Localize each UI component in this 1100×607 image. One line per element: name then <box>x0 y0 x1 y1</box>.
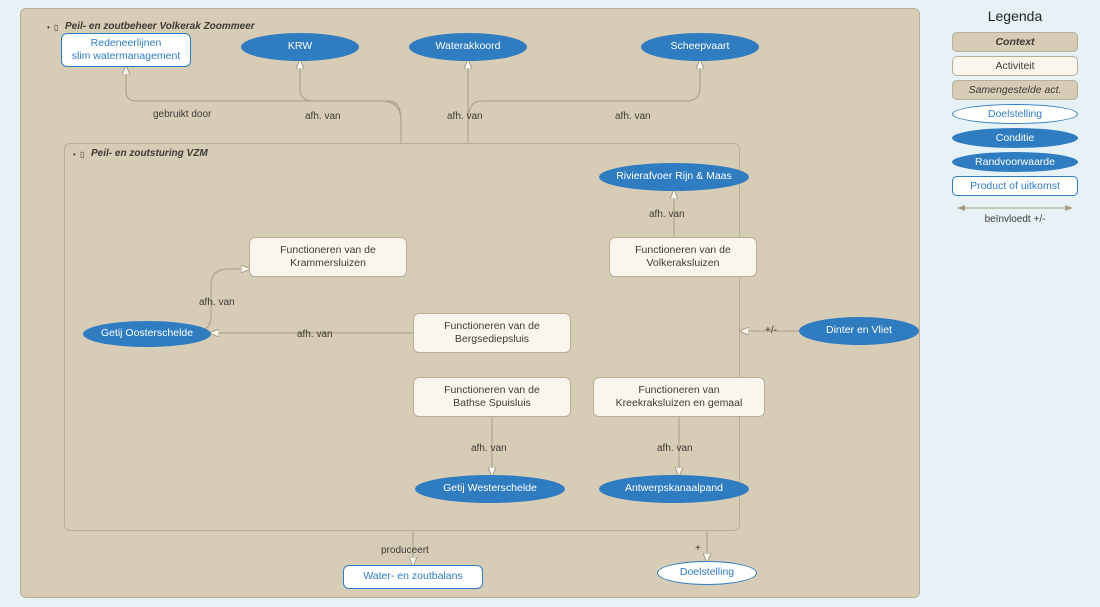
legend: Legenda Context Activiteit Samengestelde… <box>940 8 1090 225</box>
legend-item-activity: Activiteit <box>952 56 1078 76</box>
node-getij_west[interactable]: Getij Westerschelde <box>415 475 565 503</box>
node-waterzout[interactable]: Water- en zoutbalans <box>343 565 483 589</box>
node-reden[interactable]: Redeneerlijnenslim watermanagement <box>61 33 191 67</box>
node-rivier[interactable]: Rivierafvoer Rijn & Maas <box>599 163 749 191</box>
edge-label: afh. van <box>199 297 235 308</box>
edge-label: +/- <box>765 325 777 336</box>
edge-label: afh. van <box>657 443 693 454</box>
node-func_berg[interactable]: Functioneren van deBergsediepsluis <box>413 313 571 353</box>
edge-label: afh. van <box>649 209 685 220</box>
node-waterak[interactable]: Waterakkoord <box>409 33 527 61</box>
node-func_bath[interactable]: Functioneren van deBathse Spuisluis <box>413 377 571 417</box>
node-antwerps[interactable]: Antwerpskanaalpand <box>599 475 749 503</box>
node-func_volk[interactable]: Functioneren van deVolkeraksluizen <box>609 237 757 277</box>
legend-item-constraint: Randvoorwaarde <box>952 152 1078 172</box>
node-func_kreek[interactable]: Functioneren vanKreekraksluizen en gemaa… <box>593 377 765 417</box>
legend-item-context: Context <box>952 32 1078 52</box>
node-doelst[interactable]: Doelstelling <box>657 561 757 585</box>
legend-item-compound: Samengestelde act. <box>952 80 1078 100</box>
inner-panel-title: Peil- en zoutsturing VZM <box>91 148 208 159</box>
legend-item-product: Product of uitkomst <box>952 176 1078 196</box>
node-scheep[interactable]: Scheepvaart <box>641 33 759 61</box>
edge-label: afh. van <box>615 111 651 122</box>
node-getij_oost[interactable]: Getij Oosterschelde <box>83 321 211 347</box>
legend-arrow-label: beïnvloedt +/- <box>940 214 1090 225</box>
legend-item-goal: Doelstelling <box>952 104 1078 124</box>
edge-label: afh. van <box>305 111 341 122</box>
legend-title: Legenda <box>940 8 1090 24</box>
edge-label: + <box>695 543 701 554</box>
legend-arrow-row: beïnvloedt +/- <box>940 202 1090 225</box>
node-func_kram[interactable]: Functioneren van deKrammersluizen <box>249 237 407 277</box>
edge-label: gebruikt door <box>153 109 211 120</box>
node-krw[interactable]: KRW <box>241 33 359 61</box>
outer-panel-title: Peil- en zoutbeheer Volkerak Zoommeer <box>65 21 255 32</box>
legend-item-condition: Conditie <box>952 128 1078 148</box>
panel-collapse-icon[interactable]: • ▯ <box>47 23 59 32</box>
outer-panel: • ▯ Peil- en zoutbeheer Volkerak Zoommee… <box>20 8 920 598</box>
edge-label: afh. van <box>447 111 483 122</box>
edge-label: afh. van <box>297 329 333 340</box>
inner-panel-collapse-icon[interactable]: • ▯ <box>73 150 85 159</box>
node-dinter[interactable]: Dinter en Vliet <box>799 317 919 345</box>
edge-label: afh. van <box>471 443 507 454</box>
edge-label: produceert <box>381 545 429 556</box>
